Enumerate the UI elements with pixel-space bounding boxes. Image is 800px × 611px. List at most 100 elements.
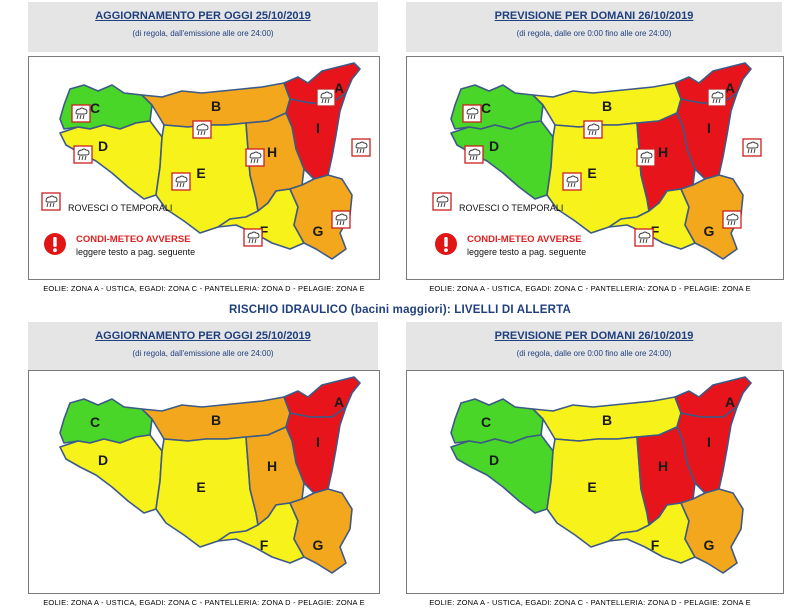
storm-icon: [245, 148, 265, 167]
zone-g: [680, 488, 744, 574]
map-panel-today-hydraulic: A B C D E H I F G: [28, 370, 380, 594]
header-tomorrow-top: PREVISIONE PER DOMANI 26/10/2019 (di reg…: [406, 2, 782, 52]
zone-label-a: A: [334, 394, 344, 410]
zone-label-e: E: [587, 165, 596, 181]
header-subtitle: (di regola, dalle ore 0:00 fino alle ore…: [516, 29, 672, 38]
zone-g: [289, 488, 353, 574]
map-panel-tomorrow-weather: A B C D E H I F G ROVESCI O TEMPORALI CONDI-METEO …: [406, 56, 784, 280]
zone-f: [608, 188, 696, 250]
header-subtitle: (di regola, dall'emissione alle ore 24:0…: [132, 29, 274, 38]
zone-f: [608, 502, 696, 564]
header-title: AGGIORNAMENTO PER OGGI 25/10/2019: [95, 330, 311, 342]
sicily-alert-map: A B C D E H I F G ROVESCI O TEMPORALI CONDI-METEO …: [41, 62, 371, 260]
zone-label-e: E: [196, 165, 205, 181]
storm-icon: [71, 104, 91, 123]
legend-warning-subtext: leggere testo a pag. seguente: [76, 247, 195, 257]
zone-label-f: F: [651, 537, 660, 553]
header-title: PREVISIONE PER DOMANI 26/10/2019: [494, 330, 694, 342]
storm-icon: [634, 228, 654, 247]
storm-icon: [73, 145, 93, 164]
storm-icon: [243, 228, 263, 247]
zone-label-g: G: [313, 223, 324, 239]
warning-icon: [435, 233, 457, 255]
zone-label-a: A: [334, 80, 344, 96]
legend-warning-label: CONDI-METEO AVVERSE: [467, 234, 582, 245]
header-today-top: AGGIORNAMENTO PER OGGI 25/10/2019 (di re…: [28, 2, 378, 52]
zone-label-h: H: [267, 144, 277, 160]
storm-icon: [171, 172, 191, 191]
storm-icon: [462, 104, 482, 123]
zone-label-h: H: [658, 458, 668, 474]
header-title: PREVISIONE PER DOMANI 26/10/2019: [494, 10, 694, 22]
zone-label-g: G: [704, 537, 715, 553]
storm-icon: [722, 210, 742, 229]
storm-icon: [562, 172, 582, 191]
zone-label-b: B: [602, 98, 612, 114]
zone-label-f: F: [260, 537, 269, 553]
zone-e: [155, 122, 259, 234]
storm-icon: [331, 210, 351, 229]
storm-icon: [432, 192, 452, 211]
zone-label-h: H: [267, 458, 277, 474]
zone-label-g: G: [704, 223, 715, 239]
zone-label-a: A: [725, 80, 735, 96]
header-today-bottom: AGGIORNAMENTO PER OGGI 25/10/2019 (di re…: [28, 322, 378, 372]
zone-label-d: D: [489, 452, 499, 468]
footnote-top-right: EOLIE: ZONA A - USTICA, EGADI: ZONA C - …: [429, 284, 751, 293]
zone-label-d: D: [98, 138, 108, 154]
zone-label-f: F: [651, 223, 660, 239]
zone-g: [289, 174, 353, 260]
zone-label-i: I: [707, 120, 711, 136]
zone-label-e: E: [587, 479, 596, 495]
sicily-alert-map: A B C D E H I F G: [59, 376, 361, 574]
zone-label-b: B: [211, 98, 221, 114]
zone-a: [283, 376, 361, 418]
storm-icon: [41, 192, 61, 211]
header-subtitle: (di regola, dalle ore 0:00 fino alle ore…: [516, 349, 672, 358]
legend-storm-label: ROVESCI O TEMPORALI: [68, 203, 172, 213]
zone-label-d: D: [489, 138, 499, 154]
storm-icon: [636, 148, 656, 167]
zone-label-c: C: [481, 414, 491, 430]
map-panel-tomorrow-hydraulic: A B C D E H I F G: [406, 370, 784, 594]
section-title-hydraulic-risk: RISCHIO IDRAULICO (bacini maggiori): LIV…: [229, 304, 571, 316]
zone-e: [546, 436, 650, 548]
footnote-bottom-right: EOLIE: ZONA A - USTICA, EGADI: ZONA C - …: [429, 598, 751, 607]
storm-icon: [742, 138, 762, 157]
zone-label-c: C: [90, 100, 100, 116]
zone-label-c: C: [481, 100, 491, 116]
storm-icon: [583, 120, 603, 139]
zone-g: [680, 174, 744, 260]
storm-icon: [707, 88, 727, 107]
zone-label-g: G: [313, 537, 324, 553]
zone-label-a: A: [725, 394, 735, 410]
zone-d: [450, 434, 554, 514]
sicily-alert-map: A B C D E H I F G ROVESCI O TEMPORALI CONDI-METEO …: [432, 62, 762, 260]
footnote-bottom-left: EOLIE: ZONA A - USTICA, EGADI: ZONA C - …: [43, 598, 365, 607]
zone-label-b: B: [602, 412, 612, 428]
storm-icon: [192, 120, 212, 139]
footnote-top-left: EOLIE: ZONA A - USTICA, EGADI: ZONA C - …: [43, 284, 365, 293]
storm-icon: [464, 145, 484, 164]
zone-label-e: E: [196, 479, 205, 495]
zone-label-i: I: [707, 434, 711, 450]
legend-warning-label: CONDI-METEO AVVERSE: [76, 234, 191, 245]
legend-storm-label: ROVESCI O TEMPORALI: [459, 203, 563, 213]
zone-d: [59, 434, 163, 514]
header-title: AGGIORNAMENTO PER OGGI 25/10/2019: [95, 10, 311, 22]
zone-label-h: H: [658, 144, 668, 160]
zone-f: [217, 502, 305, 564]
zone-label-b: B: [211, 412, 221, 428]
zone-label-f: F: [260, 223, 269, 239]
zone-e: [546, 122, 650, 234]
zone-f: [217, 188, 305, 250]
zone-label-i: I: [316, 434, 320, 450]
map-panel-today-weather: A B C D E H I F G ROVESCI O TEMPORALI CONDI-METEO …: [28, 56, 380, 280]
zone-a: [674, 376, 752, 418]
zone-e: [155, 436, 259, 548]
sicily-alert-map: A B C D E H I F G: [450, 376, 752, 574]
zone-label-c: C: [90, 414, 100, 430]
legend-warning-subtext: leggere testo a pag. seguente: [467, 247, 586, 257]
header-tomorrow-bottom: PREVISIONE PER DOMANI 26/10/2019 (di reg…: [406, 322, 782, 372]
zone-label-d: D: [98, 452, 108, 468]
